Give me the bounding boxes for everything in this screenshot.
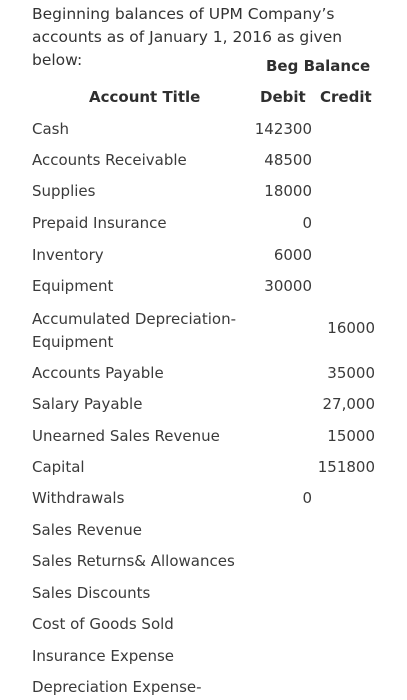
- account-title: Sales Discounts: [32, 584, 151, 602]
- debit-header: Debit: [260, 88, 306, 106]
- account-title: Capital: [32, 458, 85, 476]
- debit-value: 0: [302, 489, 312, 507]
- account-title: Cash: [32, 120, 69, 138]
- account-title: Sales Revenue: [32, 521, 143, 539]
- account-title: Supplies: [32, 182, 96, 200]
- debit-value: 6000: [273, 246, 312, 264]
- debit-value: 48500: [264, 151, 312, 169]
- credit-value: 151800: [317, 458, 375, 476]
- credit-value: 16000: [327, 319, 375, 337]
- account-title-header: Account Title: [89, 88, 201, 106]
- credit-value: 27,000: [322, 395, 376, 413]
- credit-value: 15000: [327, 427, 375, 445]
- account-title: Cost of Goods Sold: [32, 615, 174, 633]
- debit-value: 142300: [254, 120, 312, 138]
- account-title: Prepaid Insurance: [32, 214, 167, 232]
- intro-text: Beginning balances of UPM Company’s acco…: [32, 5, 343, 69]
- debit-value: 0: [302, 214, 312, 232]
- account-title: Sales Returns& Allowances: [32, 552, 235, 570]
- account-title: Equipment: [32, 277, 114, 295]
- credit-value: 35000: [327, 364, 375, 382]
- account-title: Inventory: [32, 246, 104, 264]
- account-title: Salary Payable: [32, 395, 143, 413]
- credit-header: Credit: [320, 88, 372, 106]
- account-title: Accounts Payable: [32, 364, 164, 382]
- account-title: Insurance Expense: [32, 647, 175, 665]
- account-title: Depreciation Expense-: [32, 678, 202, 696]
- account-title: Accumulated Depreciation-Equipment: [32, 310, 236, 351]
- debit-value: 18000: [264, 182, 312, 200]
- account-title: Withdrawals: [32, 489, 125, 507]
- beg-balance-header: Beg Balance: [266, 57, 371, 75]
- debit-value: 30000: [264, 277, 312, 295]
- account-title: Accounts Receivable: [32, 151, 187, 169]
- account-title: Unearned Sales Revenue: [32, 427, 220, 445]
